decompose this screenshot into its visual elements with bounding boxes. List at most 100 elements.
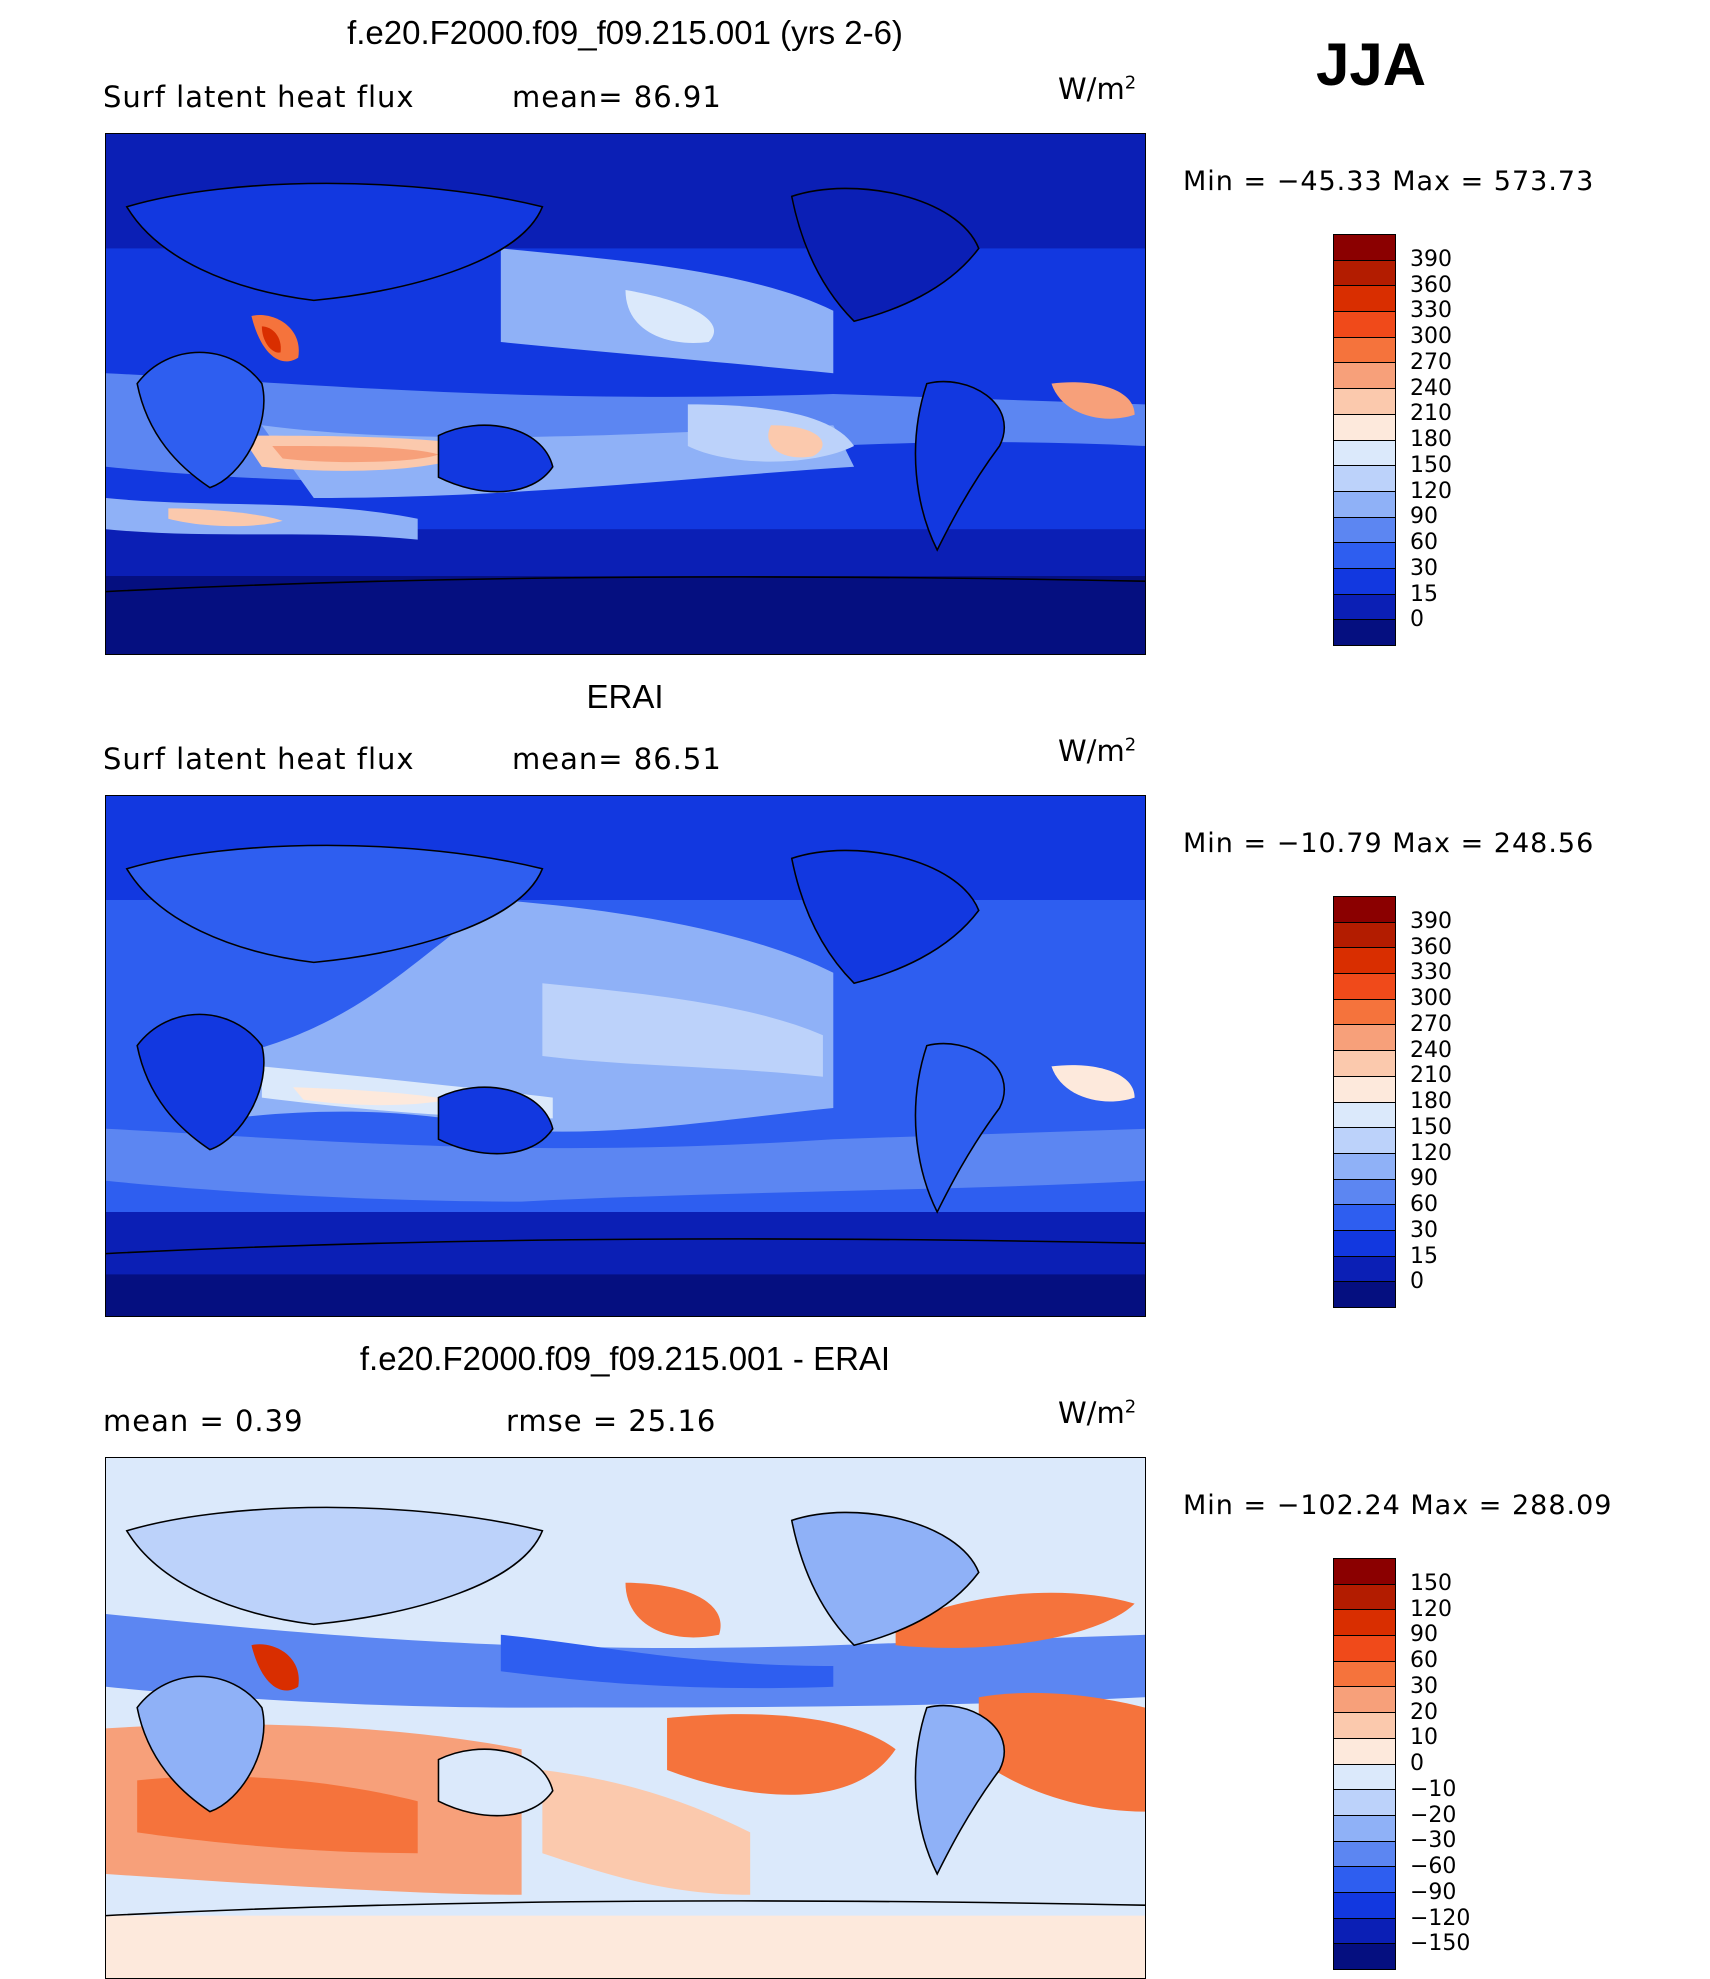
colorbar-swatch (1334, 414, 1395, 441)
season-label: JJA (1316, 31, 1427, 98)
panel-3-colorbar-ticks: 150 120 90 60 30 20 10 0 −10 −20 −30 −60 −90 −120 −150 (1410, 1558, 1490, 1970)
panel-3-units: W/m2 (1058, 1396, 1137, 1430)
colorbar-tick-label: −60 (1410, 1854, 1457, 1879)
colorbar-swatch (1334, 491, 1395, 518)
colorbar-tick-label: 0 (1410, 1751, 1424, 1776)
colorbar-swatch (1334, 1256, 1395, 1283)
colorbar-tick-label: 240 (1410, 375, 1452, 401)
colorbar-swatch (1334, 1892, 1395, 1919)
panel-1-title: f.e20.F2000.f09_f09.215.001 (yrs 2-6) (347, 14, 903, 51)
colorbar-tick-label: 120 (1410, 478, 1452, 504)
colorbar-tick-label: 150 (1410, 1570, 1452, 1596)
colorbar-swatch (1334, 1815, 1395, 1842)
colorbar-tick-label: 210 (1410, 401, 1452, 427)
colorbar-swatch (1334, 999, 1395, 1026)
colorbar-swatch (1334, 1713, 1395, 1739)
colorbar-swatch (1334, 1867, 1395, 1893)
colorbar-swatch (1334, 1282, 1395, 1307)
colorbar-swatch (1334, 543, 1395, 569)
colorbar-swatch (1334, 466, 1395, 492)
colorbar-swatch (1334, 620, 1395, 645)
panel-2-units: W/m2 (1058, 734, 1137, 768)
colorbar-tick-label: 60 (1410, 530, 1438, 555)
colorbar-swatch (1334, 286, 1395, 313)
colorbar-tick-label: 60 (1410, 1192, 1438, 1217)
colorbar-tick-label: 330 (1410, 298, 1452, 324)
panel-1-colorbar (1333, 234, 1396, 646)
colorbar-swatch (1334, 1918, 1395, 1945)
colorbar-swatch (1334, 1687, 1395, 1714)
colorbar-tick-label: −150 (1410, 1931, 1471, 1957)
colorbar-swatch (1334, 897, 1395, 923)
colorbar-swatch (1334, 389, 1395, 415)
colorbar-swatch (1334, 1584, 1395, 1611)
colorbar-tick-label: 360 (1410, 934, 1452, 960)
colorbar-tick-label: 30 (1410, 1673, 1438, 1699)
panel-1-variable-label: Surf latent heat flux (103, 80, 415, 114)
panel-2-mean-label: mean= 86.51 (512, 742, 722, 776)
panel-2-title: ERAI (586, 678, 664, 715)
colorbar-tick-label: 210 (1410, 1063, 1452, 1089)
panel-3-map (105, 1457, 1146, 1979)
colorbar-swatch (1334, 440, 1395, 467)
panel-3-colorbar (1333, 1558, 1396, 1970)
colorbar-swatch (1334, 260, 1395, 287)
colorbar-tick-label: 90 (1410, 1166, 1438, 1192)
colorbar-swatch (1334, 1153, 1395, 1180)
colorbar-tick-label: 10 (1410, 1725, 1438, 1751)
colorbar-tick-label: 300 (1410, 986, 1452, 1011)
colorbar-tick-label: 120 (1410, 1596, 1452, 1622)
panel-2-map (105, 795, 1146, 1317)
colorbar-swatch (1334, 1841, 1395, 1868)
colorbar-tick-label: 0 (1410, 607, 1424, 633)
colorbar-swatch (1334, 1179, 1395, 1206)
panel-3-title: f.e20.F2000.f09_f09.215.001 - ERAI (359, 1340, 891, 1377)
colorbar-swatch (1334, 1636, 1395, 1662)
colorbar-tick-label: 60 (1410, 1648, 1438, 1673)
panel-1-minmax: Min = −45.33 Max = 573.73 (1183, 166, 1595, 197)
colorbar-tick-label: 180 (1410, 427, 1452, 452)
panel-3-minmax: Min = −102.24 Max = 288.09 (1183, 1490, 1613, 1521)
colorbar-tick-label: 180 (1410, 1089, 1452, 1114)
colorbar-tick-label: 90 (1410, 1622, 1438, 1648)
colorbar-tick-label: 30 (1410, 1217, 1438, 1243)
colorbar-swatch (1334, 1610, 1395, 1637)
colorbar-swatch (1334, 1790, 1395, 1816)
colorbar-swatch (1334, 1025, 1395, 1052)
colorbar-tick-label: −10 (1410, 1776, 1457, 1802)
colorbar-tick-label: 90 (1410, 504, 1438, 530)
colorbar-tick-label: 15 (1410, 1243, 1438, 1269)
colorbar-swatch (1334, 1559, 1395, 1585)
colorbar-swatch (1334, 363, 1395, 390)
colorbar-swatch (1334, 1102, 1395, 1129)
colorbar-swatch (1334, 1764, 1395, 1791)
panel-2-colorbar (1333, 896, 1396, 1308)
colorbar-swatch (1334, 1944, 1395, 1969)
colorbar-swatch (1334, 1205, 1395, 1231)
panel-1-colorbar-ticks: 390 360 330 300 270 240 210 180 150 120 90 60 30 15 0 (1410, 234, 1490, 646)
colorbar-swatch (1334, 1051, 1395, 1077)
colorbar-tick-label: 390 (1410, 246, 1452, 272)
panel-3-mean-label: mean = 0.39 (103, 1404, 304, 1438)
colorbar-tick-label: 300 (1410, 324, 1452, 349)
panel-1-map (105, 133, 1146, 655)
colorbar-swatch (1334, 337, 1395, 364)
colorbar-swatch (1334, 594, 1395, 621)
colorbar-swatch (1334, 1230, 1395, 1257)
colorbar-tick-label: 390 (1410, 908, 1452, 934)
colorbar-tick-label: −20 (1410, 1802, 1457, 1828)
colorbar-tick-label: 15 (1410, 581, 1438, 607)
colorbar-tick-label: −90 (1410, 1879, 1457, 1905)
colorbar-swatch (1334, 517, 1395, 544)
colorbar-tick-label: −30 (1410, 1828, 1457, 1854)
colorbar-tick-label: 150 (1410, 452, 1452, 478)
panel-2-variable-label: Surf latent heat flux (103, 742, 415, 776)
panel-1-mean-label: mean= 86.91 (512, 80, 722, 114)
panel-1-units: W/m2 (1058, 72, 1137, 106)
colorbar-tick-label: 360 (1410, 272, 1452, 298)
colorbar-tick-label: 30 (1410, 555, 1438, 581)
colorbar-tick-label: 330 (1410, 960, 1452, 986)
colorbar-tick-label: 270 (1410, 349, 1452, 375)
colorbar-swatch (1334, 312, 1395, 338)
colorbar-tick-label: 240 (1410, 1037, 1452, 1063)
